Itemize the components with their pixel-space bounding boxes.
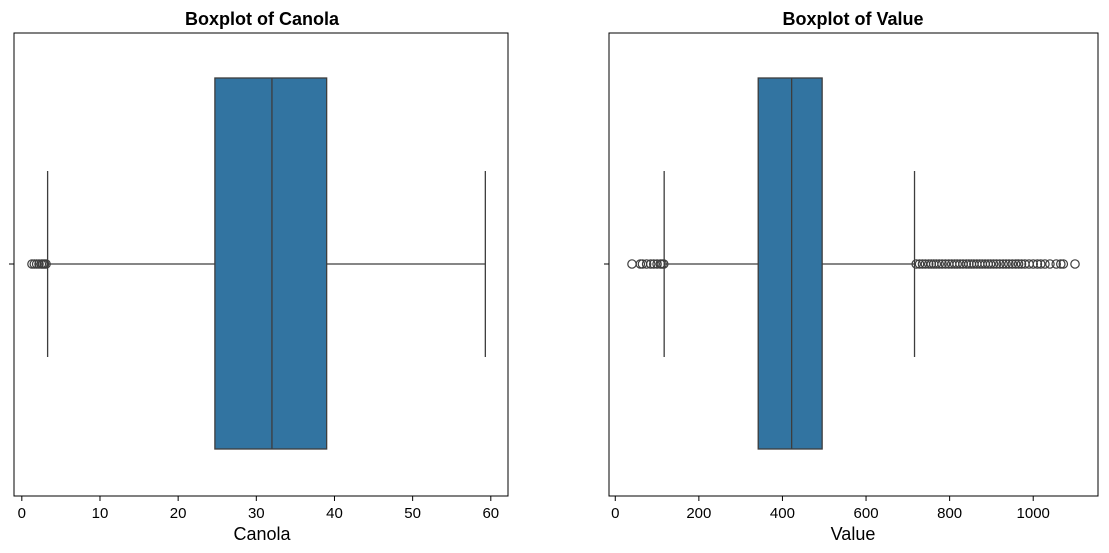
value-outlier-point bbox=[991, 259, 1002, 269]
value-outlier-point bbox=[998, 259, 1008, 269]
value-x-tick-label: 200 bbox=[686, 505, 711, 522]
value-outlier-point bbox=[1040, 259, 1050, 269]
value-x-tick-label: 800 bbox=[937, 505, 962, 522]
value-outlier-point bbox=[923, 259, 934, 269]
value-outlier-point bbox=[1056, 259, 1066, 269]
value-x-tick-label: 1000 bbox=[1017, 505, 1050, 522]
value-outlier-point bbox=[641, 259, 652, 269]
value-outlier-point bbox=[1045, 259, 1055, 269]
value-outlier-point bbox=[645, 259, 656, 269]
value-outlier-point bbox=[952, 259, 962, 269]
value-outlier-point bbox=[1032, 259, 1043, 269]
value-outlier-point bbox=[934, 259, 944, 269]
value-x-tick-label: 600 bbox=[854, 505, 879, 522]
value-outlier-point bbox=[1035, 259, 1046, 269]
value-panel: Boxplot of Value 0 200 400 600 800 1000 Value bbox=[604, 9, 1099, 544]
canola-panel: Boxplot of Canola 0 10 20 30 40 50 60 Canola bbox=[9, 9, 509, 544]
canola-x-tick-label: 10 bbox=[92, 505, 109, 522]
canola-x-tick-label: 40 bbox=[326, 505, 343, 522]
value-outlier-point bbox=[988, 259, 999, 269]
canola-iqr-box bbox=[214, 77, 328, 450]
canola-outlier-point bbox=[27, 259, 37, 269]
value-outlier-point bbox=[1013, 259, 1024, 269]
canola-x-axis-label: Canola bbox=[233, 524, 291, 544]
value-outlier-point bbox=[911, 259, 921, 269]
value-outlier-point bbox=[1070, 259, 1080, 269]
canola-outlier-point bbox=[34, 259, 44, 269]
value-outlier-point bbox=[1007, 259, 1018, 269]
value-outlier-point bbox=[1028, 259, 1039, 269]
value-outlier-point bbox=[1016, 259, 1027, 269]
canola-outlier-point bbox=[41, 259, 51, 269]
value-outlier-point bbox=[1001, 259, 1011, 269]
value-title: Boxplot of Value bbox=[782, 9, 923, 29]
value-outlier-point bbox=[1004, 259, 1014, 269]
canola-x-tick-label: 50 bbox=[404, 505, 421, 522]
value-outlier-point bbox=[914, 259, 925, 269]
value-outlier-point bbox=[1010, 259, 1021, 269]
value-outlier-point bbox=[937, 259, 947, 269]
value-outlier-point bbox=[658, 259, 669, 269]
value-outlier-point bbox=[940, 259, 951, 269]
value-outlier-point bbox=[652, 259, 662, 269]
value-outlier-point bbox=[994, 259, 1005, 269]
canola-x-tick-label: 0 bbox=[18, 505, 26, 522]
value-x-tick-label: 0 bbox=[611, 505, 619, 522]
canola-title: Boxplot of Canola bbox=[185, 9, 340, 29]
value-outlier-point bbox=[985, 259, 996, 269]
canola-x-tick-label: 30 bbox=[248, 505, 265, 522]
value-outlier-point bbox=[931, 259, 942, 269]
canola-x-tick-label: 20 bbox=[170, 505, 187, 522]
value-iqr-box bbox=[757, 77, 823, 450]
value-outlier-point bbox=[961, 259, 972, 269]
value-x-axis-label: Value bbox=[831, 524, 876, 544]
value-x-tick-label: 400 bbox=[770, 505, 795, 522]
value-outlier-point bbox=[627, 259, 637, 269]
value-outlier-point bbox=[1058, 259, 1069, 269]
value-outlier-point bbox=[1051, 259, 1062, 269]
canola-x-tick-label: 60 bbox=[482, 505, 499, 522]
